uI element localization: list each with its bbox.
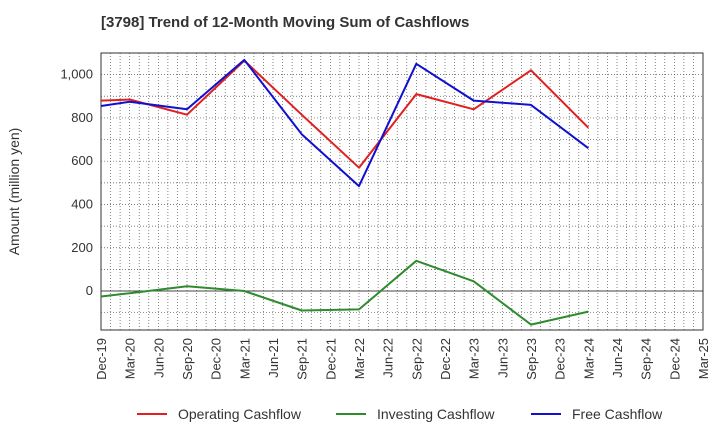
x-tick-label: Jun-21 <box>266 338 281 378</box>
y-tick-label: 0 <box>86 283 93 298</box>
x-tick-label: Jun-24 <box>610 338 625 378</box>
x-tick-label: Mar-22 <box>352 338 367 379</box>
y-tick-label: 600 <box>71 153 93 168</box>
x-tick-label: Mar-23 <box>467 338 482 379</box>
y-tick-label: 1,000 <box>60 67 93 82</box>
x-tick-label: Mar-21 <box>237 338 252 379</box>
x-tick-label: Sep-24 <box>639 338 654 380</box>
x-tick-label: Dec-20 <box>209 338 224 380</box>
series-line-investing-cashflow <box>100 259 589 326</box>
x-tick-label: Jun-23 <box>495 338 510 378</box>
legend-label-free-cashflow: Free Cashflow <box>572 406 663 422</box>
x-tick-label: Dec-24 <box>667 338 682 380</box>
series-line-free-cashflow <box>100 58 589 188</box>
x-tick-label: Dec-21 <box>323 338 338 380</box>
x-tick-label: Mar-20 <box>123 338 138 379</box>
x-tick-label: Mar-24 <box>581 338 596 379</box>
chart-title: [3798] Trend of 12-Month Moving Sum of C… <box>101 14 470 31</box>
x-tick-label: Sep-21 <box>295 338 310 380</box>
x-tick-label: Sep-23 <box>524 338 539 380</box>
plot-area <box>101 53 703 330</box>
y-tick-label: 800 <box>71 110 93 125</box>
x-tick-label: Dec-22 <box>438 338 453 380</box>
x-tick-label: Sep-20 <box>180 338 195 380</box>
y-axis-label: Amount (million yen) <box>6 128 22 256</box>
x-tick-label: Dec-19 <box>94 338 109 380</box>
x-tick-label: Jun-22 <box>381 338 396 378</box>
x-tick-label: Sep-22 <box>409 338 424 380</box>
legend-label-investing-cashflow: Investing Cashflow <box>377 406 495 422</box>
plot-border <box>100 52 704 331</box>
y-tick-label: 200 <box>71 240 93 255</box>
y-tick-label: 400 <box>71 196 93 211</box>
x-tick-label: Dec-23 <box>553 338 568 380</box>
x-tick-label: Jun-20 <box>151 338 166 378</box>
legend-label-operating-cashflow: Operating Cashflow <box>178 406 302 422</box>
series-line-operating-cashflow <box>100 59 590 169</box>
x-tick-label: Mar-25 <box>696 338 711 379</box>
